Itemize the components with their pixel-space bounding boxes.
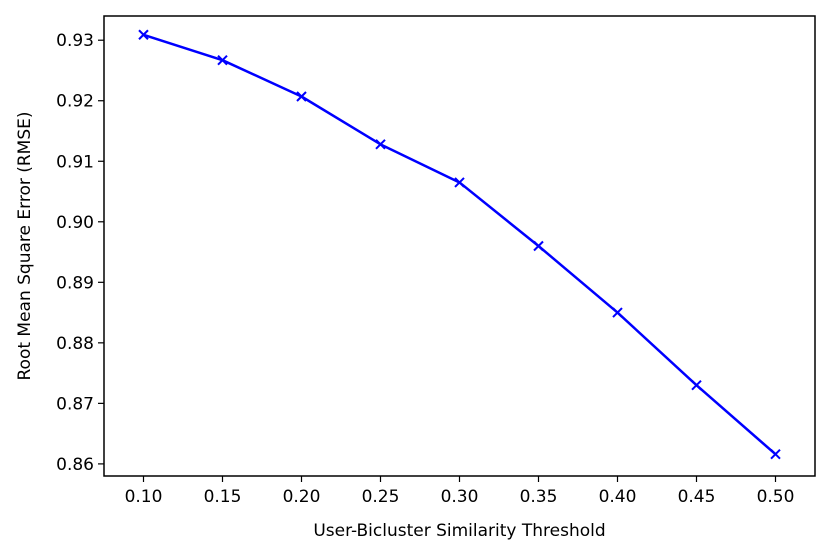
y-tick-label: 0.90 (56, 213, 94, 233)
x-axis-label: User-Bicluster Similarity Threshold (313, 521, 605, 541)
x-tick-label: 0.45 (678, 487, 716, 507)
data-point-marker (612, 307, 623, 318)
y-tick-label: 0.88 (56, 334, 94, 354)
x-tick-label: 0.30 (441, 487, 479, 507)
marker-stroke (770, 449, 781, 460)
y-tick-label: 0.91 (56, 152, 94, 172)
data-point-marker (533, 240, 544, 252)
marker-stroke (217, 54, 228, 66)
y-tick-label: 0.93 (56, 31, 94, 51)
data-point-marker (375, 139, 386, 150)
y-axis-label: Root Mean Square Error (RMSE) (15, 111, 35, 380)
data-point-marker (138, 29, 149, 40)
series-layer (138, 29, 781, 460)
y-tick-label: 0.89 (56, 273, 94, 293)
y-axis-ticks: 0.86 0.87 0.88 0.89 0.90 0.91 0.92 0.93 (56, 31, 104, 475)
data-point-marker (691, 380, 702, 391)
data-point-marker (770, 449, 781, 460)
marker-stroke (296, 91, 307, 102)
y-tick-label: 0.92 (56, 92, 94, 112)
x-tick-label: 0.25 (362, 487, 400, 507)
y-tick-label: 0.87 (56, 394, 94, 414)
x-tick-label: 0.35 (520, 487, 558, 507)
marker-stroke (533, 240, 544, 252)
y-tick-label: 0.86 (56, 455, 94, 475)
marker-stroke (454, 177, 465, 188)
x-tick-label: 0.20 (283, 487, 321, 507)
data-point-marker (217, 54, 228, 66)
marker-stroke (691, 380, 702, 391)
marker-stroke (138, 29, 149, 40)
x-tick-label: 0.10 (125, 487, 163, 507)
data-point-marker (454, 177, 465, 188)
data-point-marker (296, 91, 307, 102)
marker-stroke (612, 307, 623, 318)
x-tick-label: 0.15 (204, 487, 242, 507)
x-tick-label: 0.50 (757, 487, 795, 507)
x-axis-ticks: 0.10 0.15 0.20 0.25 0.30 0.35 0.40 0.45 0.50 (125, 476, 795, 507)
marker-stroke (375, 139, 386, 150)
x-tick-label: 0.40 (599, 487, 637, 507)
plot-area-frame (103, 15, 816, 477)
series-line (143, 33, 777, 456)
